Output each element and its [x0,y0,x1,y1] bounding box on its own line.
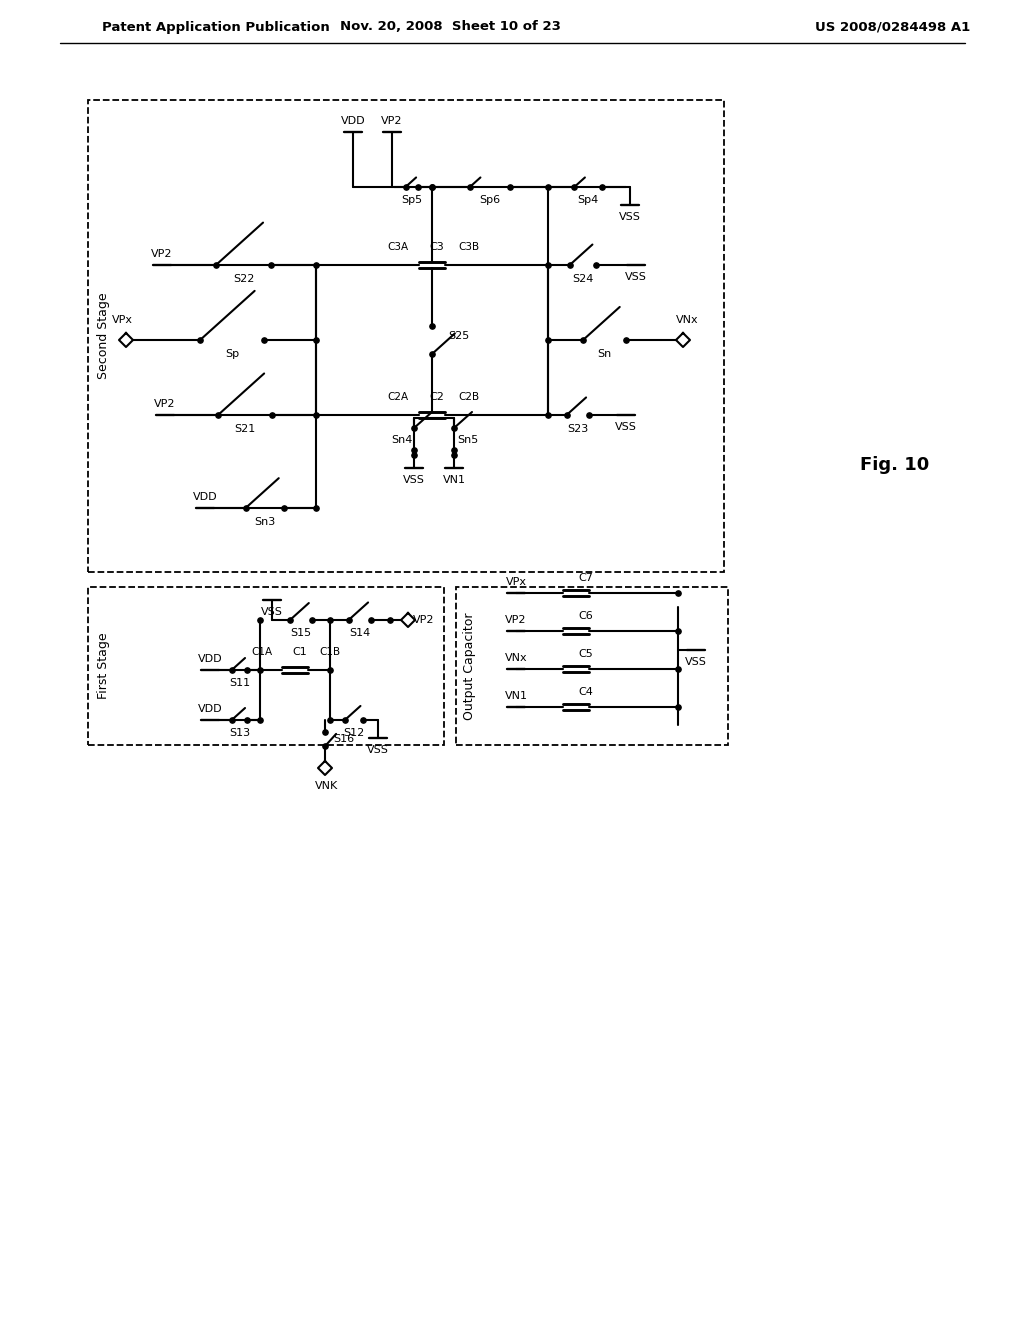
Text: Sp4: Sp4 [578,195,599,205]
Text: Second Stage: Second Stage [97,293,111,379]
Text: VDD: VDD [341,116,366,125]
Text: C1A: C1A [252,647,273,657]
Text: C3B: C3B [458,242,479,252]
Text: S16: S16 [333,734,354,744]
Text: C2: C2 [429,392,443,403]
Text: Output Capacitor: Output Capacitor [463,612,475,719]
Text: Sn: Sn [597,348,611,359]
Text: S22: S22 [232,275,254,284]
Text: VSS: VSS [261,607,283,616]
Text: VDD: VDD [193,492,217,502]
Text: C2A: C2A [387,392,408,403]
Text: VP2: VP2 [152,249,173,259]
Text: Sp5: Sp5 [401,195,423,205]
Text: VP2: VP2 [413,615,434,624]
Text: C3A: C3A [387,242,408,252]
Text: Sp6: Sp6 [479,195,501,205]
Text: VDD: VDD [198,704,222,714]
Text: VNx: VNx [676,315,698,325]
Text: S24: S24 [572,275,594,284]
Text: US 2008/0284498 A1: US 2008/0284498 A1 [815,21,971,33]
Text: S13: S13 [229,729,250,738]
Text: VNx: VNx [505,653,527,663]
Text: VP2: VP2 [381,116,402,125]
Text: S12: S12 [343,729,365,738]
Text: VN1: VN1 [505,690,527,701]
Text: Sn4: Sn4 [391,436,413,445]
Text: C4: C4 [578,686,593,697]
Text: C2B: C2B [458,392,479,403]
Text: C7: C7 [578,573,593,583]
Text: VP2: VP2 [155,399,176,409]
Text: VSS: VSS [367,744,389,755]
Text: VSS: VSS [403,475,425,484]
Text: VSS: VSS [685,657,707,667]
Text: S23: S23 [567,424,589,434]
Text: VPx: VPx [112,315,132,325]
Text: C5: C5 [578,649,593,659]
Text: S25: S25 [449,331,469,341]
Text: VP2: VP2 [505,615,526,624]
Text: Patent Application Publication: Patent Application Publication [102,21,330,33]
Text: VN1: VN1 [442,475,466,484]
Text: C1: C1 [292,647,307,657]
Text: Sn5: Sn5 [457,436,478,445]
Text: C3: C3 [429,242,443,252]
Text: VNK: VNK [315,781,339,791]
Text: S15: S15 [291,628,311,638]
Text: S11: S11 [229,678,250,688]
Text: Nov. 20, 2008  Sheet 10 of 23: Nov. 20, 2008 Sheet 10 of 23 [340,21,560,33]
Text: VSS: VSS [615,422,637,432]
Text: C1B: C1B [319,647,340,657]
Text: S21: S21 [234,424,256,434]
Text: VSS: VSS [625,272,647,282]
Text: Sn3: Sn3 [254,517,275,527]
Text: Fig. 10: Fig. 10 [860,455,929,474]
Text: VPx: VPx [506,577,526,587]
Text: S14: S14 [349,628,371,638]
Text: First Stage: First Stage [97,632,111,700]
Text: Sp: Sp [225,348,239,359]
Text: C6: C6 [578,611,593,620]
Text: VDD: VDD [198,653,222,664]
Text: VSS: VSS [620,213,641,222]
